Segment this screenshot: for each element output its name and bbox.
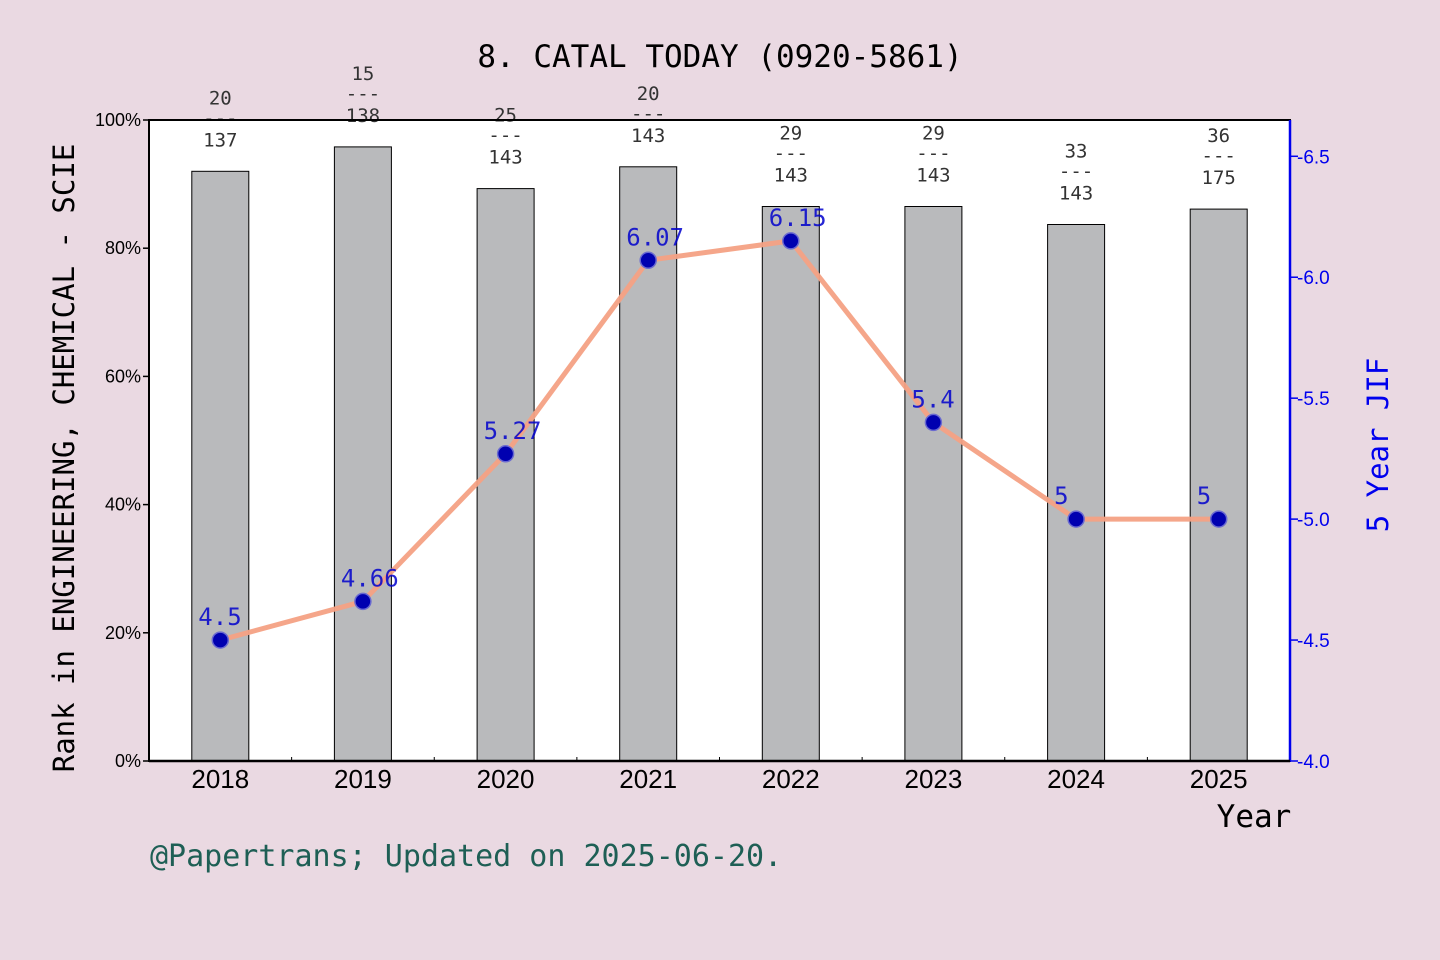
jif-marker-2021: [639, 251, 657, 270]
rank-label-2018: 20---137: [203, 87, 237, 151]
rank-number: 20: [209, 87, 232, 109]
left-tick-label: 40%: [105, 495, 141, 515]
rank-total: 137: [203, 129, 237, 151]
bar-2019: [333, 146, 392, 762]
right-tick-label: -5.0: [1297, 510, 1330, 531]
bar-2023: [904, 206, 963, 762]
right-axis-label: 5 Year JIF: [1361, 358, 1395, 533]
left-axis-label: Rank in ENGINEERING, CHEMICAL - SCIE: [47, 144, 81, 773]
jif-marker-2018: [211, 631, 230, 649]
bar-2025: [1189, 208, 1248, 762]
jif-label-2022: 6.15: [769, 204, 827, 232]
rank-number: 29: [922, 123, 945, 145]
jif-label-2024: 5: [1054, 482, 1068, 510]
left-tick-label: 100%: [95, 110, 141, 130]
rank-total: 143: [631, 125, 665, 147]
footer-credit: @Papertrans; Updated on 2025-06-20.: [150, 839, 782, 874]
rank-total: 143: [916, 165, 950, 187]
rank-total: 175: [1202, 167, 1236, 189]
jif-marker-2019: [354, 592, 372, 611]
rank-separator: ---: [346, 83, 380, 105]
jif-label-2025: 5: [1197, 482, 1211, 510]
rank-separator: ---: [203, 107, 237, 129]
rank-separator: ---: [774, 143, 808, 165]
rank-label-2022: 29---143: [774, 123, 808, 187]
rank-number: 20: [637, 83, 660, 105]
right-tick-label: -4.5: [1297, 631, 1330, 652]
rank-separator: ---: [1059, 161, 1093, 183]
bar-2022: [761, 206, 820, 762]
jif-label-2018: 4.5: [198, 603, 241, 631]
right-tick-label: -6.0: [1297, 268, 1330, 289]
rank-label-2024: 33---143: [1059, 141, 1093, 205]
left-tick-label: 0%: [115, 751, 141, 771]
jif-label-2020: 5.27: [484, 417, 542, 445]
left-tick-label: 60%: [105, 366, 141, 386]
right-tick-label: -4.0: [1297, 752, 1330, 773]
x-axis-label: Year: [1217, 799, 1292, 835]
jif-line-group: 4.5 4.66 5.27 6.07 6.15 5.4 5 5: [198, 204, 1228, 649]
rank-separator: ---: [916, 143, 950, 165]
bars-group: [191, 146, 1248, 762]
x-tick-label: 2022: [762, 764, 820, 794]
bar-2018: [191, 170, 250, 762]
jif-marker-2024: [1067, 510, 1085, 528]
rank-label-2020: 25---143: [488, 105, 522, 169]
rank-number: 33: [1065, 141, 1088, 163]
x-axis: 2018 2019 2020 2021 2022 2023 2024 2025: [149, 757, 1290, 794]
rank-total: 143: [1059, 183, 1093, 205]
rank-separator: ---: [488, 125, 522, 147]
rank-label-2021: 20---143: [631, 83, 665, 147]
rank-label-2025: 36---175: [1202, 125, 1236, 189]
rank-number: 36: [1207, 125, 1230, 147]
x-tick-label: 2023: [905, 764, 963, 794]
rank-number: 15: [351, 63, 374, 85]
right-tick-label: -6.5: [1297, 147, 1330, 168]
chart-title: 8. CATAL TODAY (0920-5861): [477, 39, 962, 75]
rank-total: 143: [488, 147, 522, 169]
jif-line: [219, 238, 1219, 643]
jif-label-2019: 4.66: [341, 564, 399, 592]
jif-marker-2025: [1209, 510, 1228, 528]
x-tick-label: 2021: [619, 764, 677, 794]
left-tick-label: 80%: [105, 238, 141, 258]
jif-marker-2022: [782, 232, 800, 250]
x-tick-label: 2024: [1047, 764, 1105, 794]
x-tick-label: 2018: [191, 764, 249, 794]
jif-marker-2023: [924, 413, 943, 432]
rank-number: 29: [779, 123, 802, 145]
jif-marker-2020: [496, 445, 515, 463]
rank-label-2023: 29---143: [916, 123, 950, 187]
x-tick-label: 2025: [1190, 764, 1248, 794]
left-axis: 0% 20% 40% 60% 80% 100%: [95, 110, 149, 771]
x-tick-label: 2019: [334, 764, 392, 794]
rank-separator: ---: [631, 103, 665, 125]
left-tick-label: 20%: [105, 623, 141, 643]
right-axis: -4.0 -4.5 -5.0 -5.5 -6.0 -6.5: [1288, 120, 1330, 773]
jif-label-2021: 6.07: [626, 223, 684, 251]
x-tick-label: 2020: [477, 764, 535, 794]
rank-total: 138: [346, 105, 380, 127]
rank-label-2019: 15---138: [346, 63, 380, 127]
plot-area: [149, 120, 1290, 761]
rank-number: 25: [494, 105, 517, 127]
jif-label-2023: 5.4: [911, 385, 954, 413]
rank-total: 143: [774, 165, 808, 187]
rank-separator: ---: [1202, 145, 1236, 167]
right-tick-label: -5.5: [1297, 389, 1330, 410]
